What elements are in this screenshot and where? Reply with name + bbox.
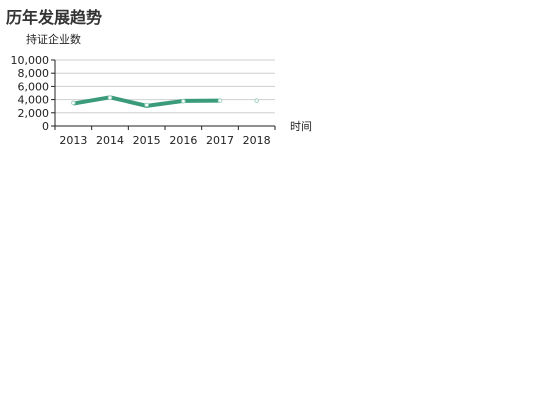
data-point[interactable] (107, 95, 113, 100)
axes (54, 60, 275, 127)
x-tick-label: 2018 (243, 134, 271, 147)
series-markers (71, 95, 259, 108)
x-axis-label: 时间 (290, 120, 312, 133)
x-tick-label: 2016 (169, 134, 197, 147)
data-point[interactable] (254, 98, 259, 103)
y-tick-label: 10,000 (11, 54, 50, 67)
y-tick-label: 2,000 (18, 107, 50, 120)
y-tick-label: 8,000 (18, 67, 50, 80)
y-axis-label: 持证企业数 (26, 32, 81, 46)
data-point[interactable] (71, 100, 76, 106)
y-tick-label: 0 (42, 120, 49, 133)
x-tick-label: 2015 (133, 134, 161, 147)
y-tick-label: 4,000 (18, 94, 50, 107)
x-axis-ticks: 2013 2014 2015 2016 2017 2018 (54, 126, 276, 147)
x-tick-label: 2013 (59, 134, 87, 147)
chart-title: 历年发展趋势 (6, 8, 103, 27)
x-tick-label: 2017 (206, 134, 234, 147)
data-point[interactable] (144, 102, 149, 108)
data-point[interactable] (181, 98, 186, 104)
grid-lines (55, 59, 275, 114)
y-tick-label: 6,000 (18, 80, 50, 93)
data-point[interactable] (217, 98, 223, 103)
x-tick-label: 2014 (96, 134, 124, 147)
